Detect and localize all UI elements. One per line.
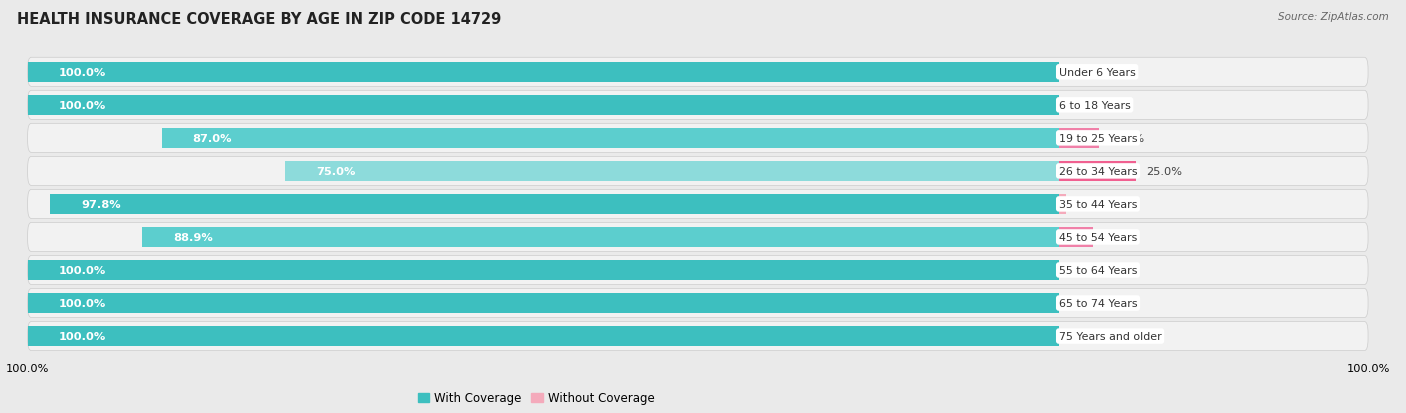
Bar: [162, 128, 1059, 149]
Text: 35 to 44 Years: 35 to 44 Years: [1059, 199, 1137, 209]
Bar: [1059, 161, 1136, 182]
FancyBboxPatch shape: [28, 322, 1368, 351]
Text: 25.0%: 25.0%: [1146, 166, 1182, 176]
Text: 6 to 18 Years: 6 to 18 Years: [1059, 101, 1130, 111]
Text: 0.0%: 0.0%: [1069, 101, 1098, 111]
Text: 19 to 25 Years: 19 to 25 Years: [1059, 133, 1137, 144]
Text: 100.0%: 100.0%: [59, 265, 105, 275]
Text: 75 Years and older: 75 Years and older: [1059, 331, 1161, 341]
Text: 100.0%: 100.0%: [59, 101, 105, 111]
Text: 11.1%: 11.1%: [1104, 233, 1139, 242]
Text: 0.0%: 0.0%: [1069, 331, 1098, 341]
Text: Source: ZipAtlas.com: Source: ZipAtlas.com: [1278, 12, 1389, 22]
Text: 2.2%: 2.2%: [1076, 199, 1105, 209]
Text: 100.0%: 100.0%: [59, 68, 105, 78]
Bar: [1059, 227, 1092, 248]
FancyBboxPatch shape: [28, 91, 1368, 120]
Legend: With Coverage, Without Coverage: With Coverage, Without Coverage: [413, 387, 659, 409]
Bar: [28, 62, 1059, 83]
Bar: [285, 161, 1059, 182]
Bar: [28, 95, 1059, 116]
Bar: [1059, 194, 1066, 215]
Text: 88.9%: 88.9%: [173, 233, 212, 242]
Text: Under 6 Years: Under 6 Years: [1059, 68, 1136, 78]
FancyBboxPatch shape: [28, 58, 1368, 87]
Text: HEALTH INSURANCE COVERAGE BY AGE IN ZIP CODE 14729: HEALTH INSURANCE COVERAGE BY AGE IN ZIP …: [17, 12, 501, 27]
Text: 100.0%: 100.0%: [59, 331, 105, 341]
Bar: [1059, 128, 1099, 149]
Bar: [28, 326, 1059, 347]
Text: 100.0%: 100.0%: [59, 298, 105, 308]
Text: 45 to 54 Years: 45 to 54 Years: [1059, 233, 1137, 242]
Text: 87.0%: 87.0%: [193, 133, 232, 144]
Bar: [28, 260, 1059, 280]
FancyBboxPatch shape: [28, 256, 1368, 285]
FancyBboxPatch shape: [28, 124, 1368, 153]
Text: 75.0%: 75.0%: [316, 166, 356, 176]
Text: 65 to 74 Years: 65 to 74 Years: [1059, 298, 1137, 308]
Text: 13.0%: 13.0%: [1109, 133, 1146, 144]
FancyBboxPatch shape: [28, 289, 1368, 318]
Text: 26 to 34 Years: 26 to 34 Years: [1059, 166, 1137, 176]
Text: 0.0%: 0.0%: [1069, 265, 1098, 275]
Text: 0.0%: 0.0%: [1069, 68, 1098, 78]
FancyBboxPatch shape: [28, 157, 1368, 186]
FancyBboxPatch shape: [28, 223, 1368, 252]
Bar: [142, 227, 1059, 248]
Bar: [51, 194, 1059, 215]
Text: 97.8%: 97.8%: [82, 199, 121, 209]
Bar: [28, 293, 1059, 313]
Text: 0.0%: 0.0%: [1069, 298, 1098, 308]
Text: 55 to 64 Years: 55 to 64 Years: [1059, 265, 1137, 275]
FancyBboxPatch shape: [28, 190, 1368, 219]
